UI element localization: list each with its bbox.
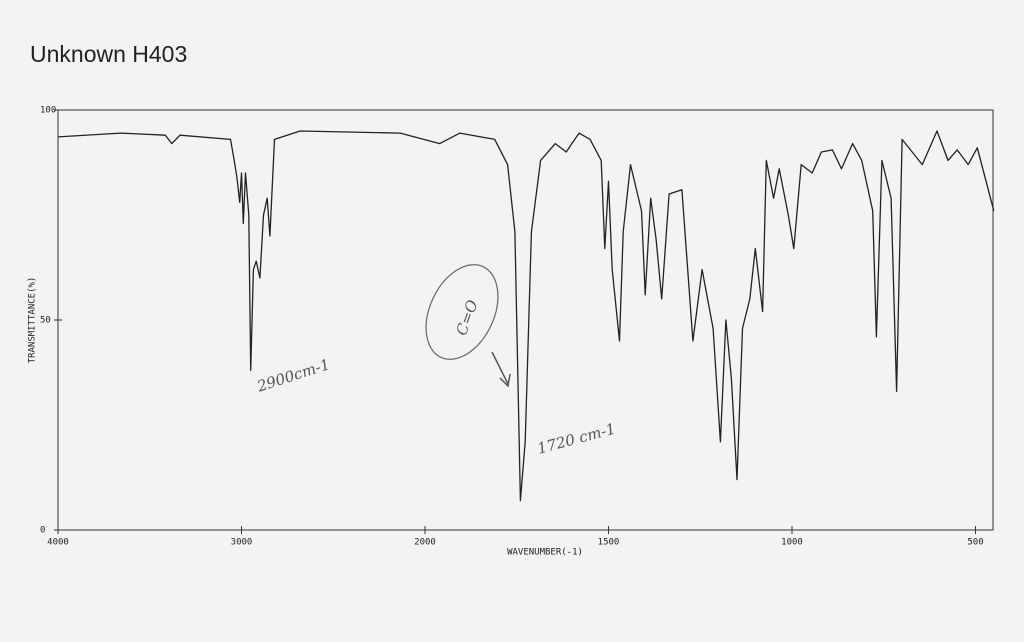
y-tick-label: 100: [40, 106, 56, 116]
spectrum-line: [57, 130, 995, 502]
y-tick-label: 0: [40, 526, 45, 536]
chart-title: Unknown H403: [30, 41, 187, 67]
annotation-circle: [425, 264, 499, 360]
x-tick-label: 3000: [231, 538, 253, 548]
y-axis-label: TRANSMITTANCE(%): [28, 277, 38, 364]
x-tick-label: 1000: [781, 538, 803, 548]
x-tick-label: 500: [967, 538, 983, 548]
x-tick-label: 1500: [598, 538, 620, 548]
x-tick-label: 4000: [47, 538, 69, 548]
x-tick-label: 2000: [414, 538, 436, 548]
annotation-arrow: [491, 351, 511, 388]
x-axis-label: WAVENUMBER(-1): [507, 548, 583, 558]
y-tick-label: 50: [40, 316, 51, 326]
